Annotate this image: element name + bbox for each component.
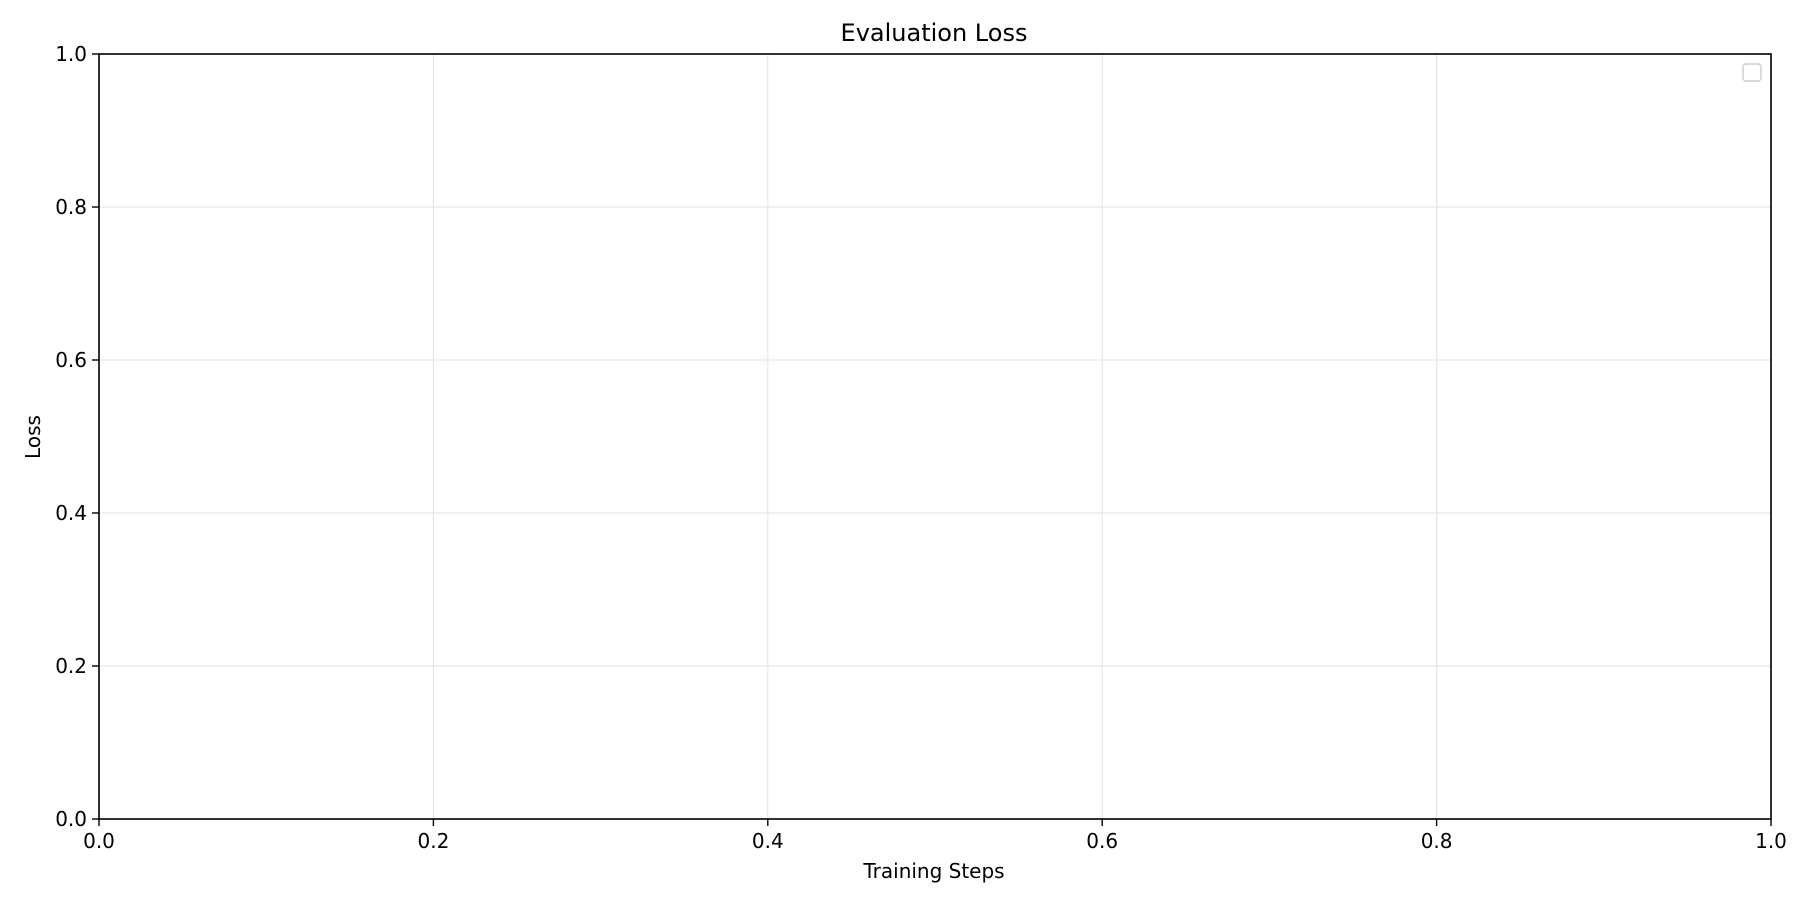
x-tick-label: 0.4 [752, 829, 784, 853]
y-tick-label: 0.8 [55, 195, 87, 219]
y-axis-ticks: 0.0 0.2 0.4 0.6 0.8 1.0 [55, 42, 99, 831]
x-tick-label: 0.2 [417, 829, 449, 853]
x-axis-title: Training Steps [862, 859, 1004, 883]
y-tick-label: 0.2 [55, 654, 87, 678]
y-tick-label: 0.0 [55, 807, 87, 831]
x-axis-ticks: 0.0 0.2 0.4 0.6 0.8 1.0 [83, 819, 1787, 853]
chart-title: Evaluation Loss [841, 19, 1028, 47]
x-tick-label: 0.6 [1086, 829, 1118, 853]
y-axis-title: Loss [21, 415, 45, 459]
x-tick-label: 0.0 [83, 829, 115, 853]
x-tick-label: 0.8 [1421, 829, 1453, 853]
axes-frame [98, 53, 1772, 820]
x-tick-label: 1.0 [1755, 829, 1787, 853]
y-tick-label: 0.6 [55, 348, 87, 372]
legend-box [1742, 63, 1762, 82]
y-tick-label: 0.4 [55, 501, 87, 525]
plot-area [99, 54, 1771, 819]
y-tick-label: 1.0 [55, 42, 87, 66]
